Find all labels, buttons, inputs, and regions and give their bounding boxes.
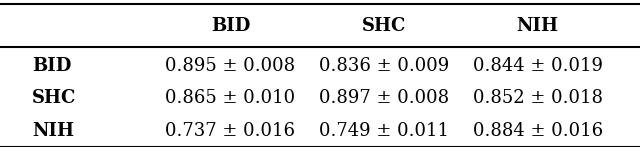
- Text: 0.836 ± 0.009: 0.836 ± 0.009: [319, 57, 449, 75]
- Text: 0.737 ± 0.016: 0.737 ± 0.016: [165, 122, 296, 140]
- Text: BID: BID: [32, 57, 72, 75]
- Text: 0.884 ± 0.016: 0.884 ± 0.016: [472, 122, 603, 140]
- Text: SHC: SHC: [32, 90, 76, 107]
- Text: NIH: NIH: [32, 122, 74, 140]
- Text: SHC: SHC: [362, 17, 406, 35]
- Text: 0.895 ± 0.008: 0.895 ± 0.008: [165, 57, 296, 75]
- Text: 0.852 ± 0.018: 0.852 ± 0.018: [472, 90, 603, 107]
- Text: 0.897 ± 0.008: 0.897 ± 0.008: [319, 90, 449, 107]
- Text: 0.865 ± 0.010: 0.865 ± 0.010: [165, 90, 296, 107]
- Text: BID: BID: [211, 17, 250, 35]
- Text: NIH: NIH: [516, 17, 559, 35]
- Text: 0.749 ± 0.011: 0.749 ± 0.011: [319, 122, 449, 140]
- Text: 0.844 ± 0.019: 0.844 ± 0.019: [472, 57, 603, 75]
